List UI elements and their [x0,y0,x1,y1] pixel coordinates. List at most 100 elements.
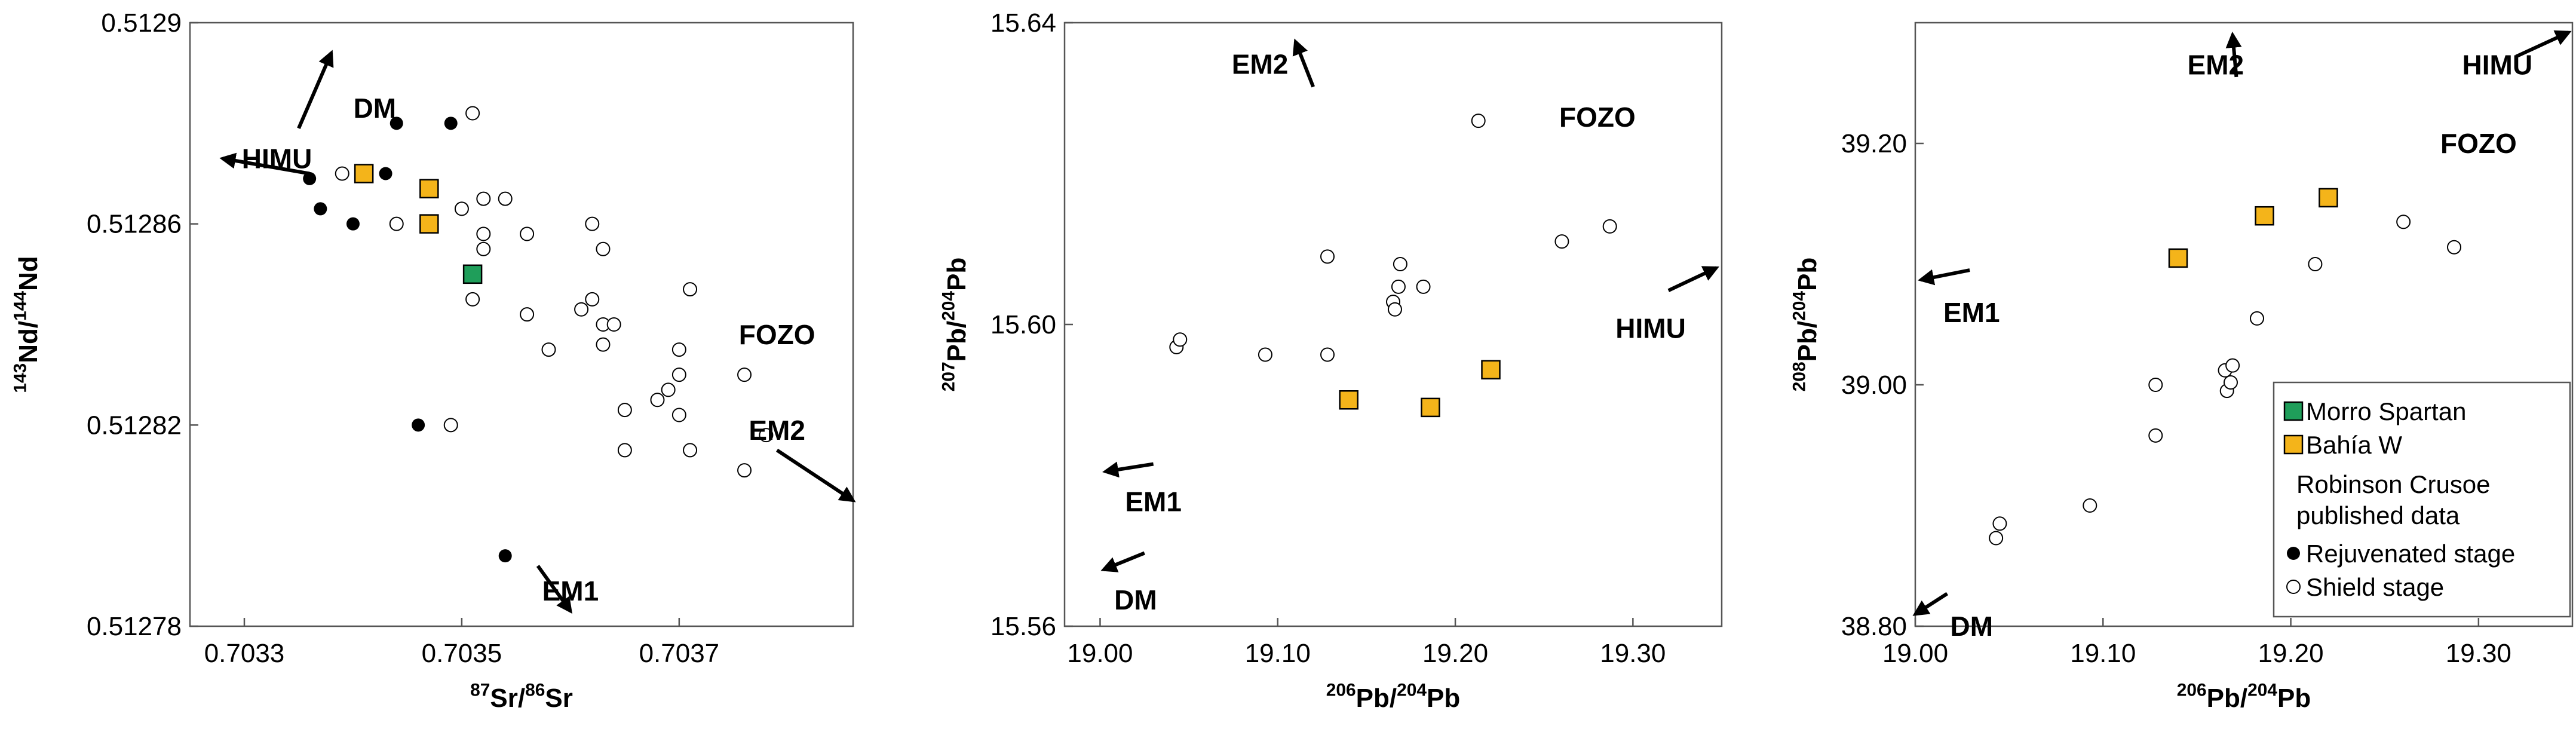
data-point-shield [617,403,632,418]
data-point-shield [617,443,632,458]
data-point-shield [671,408,686,422]
x-tick-label: 19.20 [2258,639,2324,668]
plot-frame [1914,22,2574,627]
data-point-shield [2148,428,2163,443]
data-point-shield [596,241,611,256]
data-point-shield [1471,114,1486,128]
end-member-label: DM [354,93,397,124]
data-point-square [2168,248,2188,268]
data-point-square [2255,206,2274,226]
data-point-shield [1320,249,1335,264]
data-point-shield [671,342,686,357]
x-axis-label: 87Sr/86Sr [470,681,573,713]
data-point-shield [465,106,480,121]
x-tick-label: 0.7035 [422,639,502,668]
legend: Morro Spartan Bahía W Robinson Crusoe publi… [2273,381,2571,618]
plot-frame [189,22,854,627]
end-member-arrow [775,448,856,503]
legend-label: Morro Spartan [2306,397,2466,425]
data-point-shield [2396,215,2411,229]
data-point-shield [596,337,611,352]
y-tick-label: 15.56 [990,612,1056,641]
x-tick-label: 0.7037 [639,639,720,668]
end-member-arrow [536,565,573,614]
data-point-shield [1258,347,1272,362]
end-member-label: EM1 [1943,297,2000,328]
data-point-shield [2250,311,2264,326]
y-tick-label: 39.00 [1841,370,1907,400]
end-member-arrow [297,50,334,129]
end-member-label: HIMU [1615,313,1686,344]
data-point-shield [498,191,513,206]
end-member-arrow [1918,268,1970,286]
legend-marker [2283,434,2304,455]
data-point-shield [737,367,752,382]
data-point-shield [1416,279,1431,294]
data-point-shield [335,166,349,181]
data-point-shield [1173,332,1188,347]
data-point-shield [1393,257,1407,271]
end-member-arrow [1102,461,1154,478]
y-tick-label: 0.5129 [101,8,182,38]
end-member-arrow [1912,592,1949,616]
data-point-square [419,179,439,198]
end-member-arrow [2225,31,2242,78]
data-point-shield [1391,279,1406,294]
y-axis-label: 143Nd/144Nd [11,256,43,393]
data-point-shield [2224,375,2238,390]
y-tick-label: 15.60 [990,310,1056,339]
panel-sr-nd: 0.7033 0.7035 0.7037 0.51278 0.51282 0.51286 0… [11,8,856,713]
data-point-rejuvenated [314,202,327,216]
end-member-label: FOZO [739,319,815,350]
data-point-rejuvenated [303,171,317,185]
x-tick-label: 0.7033 [204,639,285,668]
data-point-shield [606,317,621,332]
data-point-square [354,164,374,183]
data-point-shield [574,302,589,317]
data-point-shield [476,226,491,241]
data-point-shield [389,216,404,231]
data-point-shield [1989,531,2004,546]
x-tick-label: 19.30 [2446,639,2511,668]
data-point-shield [2308,257,2323,271]
end-member-label: EM1 [542,575,599,607]
legend-box [2273,381,2571,618]
end-member-label: FOZO [2440,128,2517,159]
data-point-shield [671,367,686,382]
end-member-label: FOZO [1559,102,1636,133]
data-point-shield [2148,378,2163,392]
data-point-square [1421,397,1440,418]
end-member-label: HIMU [242,143,312,174]
end-member-label: EM2 [1232,48,1289,79]
legend-label: Shield stage [2306,573,2444,601]
x-axis-label: 206Pb/204Pb [2177,681,2311,713]
data-point-square [1339,390,1358,410]
data-point-shield [465,292,480,307]
y-tick-label: 38.80 [1841,612,1907,641]
x-tick-label: 19.00 [1067,639,1133,668]
data-point-rejuvenated [390,117,403,130]
panel-pb206-pb208: 19.00 19.10 19.20 19.30 38.80 39.00 39.20 206Pb… [1790,22,2574,713]
end-member-arrow [1292,38,1315,88]
data-point-rejuvenated [346,217,360,231]
y-tick-label: 0.51278 [87,612,182,641]
data-point-rejuvenated [412,418,425,432]
x-tick-label: 19.10 [2070,639,2136,668]
data-point-shield [585,292,600,307]
legend-marker [2286,580,2301,594]
x-tick-label: 19.00 [1882,639,1948,668]
legend-label: Bahía W [2306,431,2402,459]
data-point-shield [2083,498,2097,513]
data-point-shield [1387,302,1402,317]
data-point-shield [443,418,458,433]
data-point-shield [476,241,491,256]
data-point-square [2319,188,2338,208]
y-tick-label: 15.64 [990,8,1056,38]
y-tick-label: 0.51286 [87,210,182,239]
end-member-arrow [219,152,310,176]
data-point-rejuvenated [379,167,392,180]
data-point-shield [520,307,535,322]
data-point-square [1481,360,1501,379]
data-point-shield [650,393,665,408]
data-point-shield [683,443,698,458]
